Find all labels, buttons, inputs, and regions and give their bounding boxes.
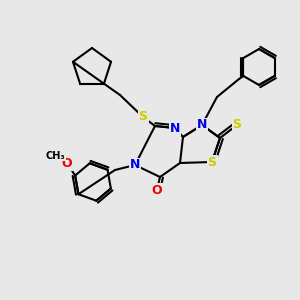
- Text: N: N: [197, 118, 207, 131]
- Text: O: O: [62, 157, 73, 170]
- Text: N: N: [170, 122, 180, 134]
- Text: S: S: [139, 110, 148, 124]
- Text: CH₃: CH₃: [45, 151, 65, 160]
- Text: S: S: [208, 155, 217, 169]
- Text: O: O: [152, 184, 162, 196]
- Text: N: N: [130, 158, 140, 172]
- Text: S: S: [232, 118, 242, 131]
